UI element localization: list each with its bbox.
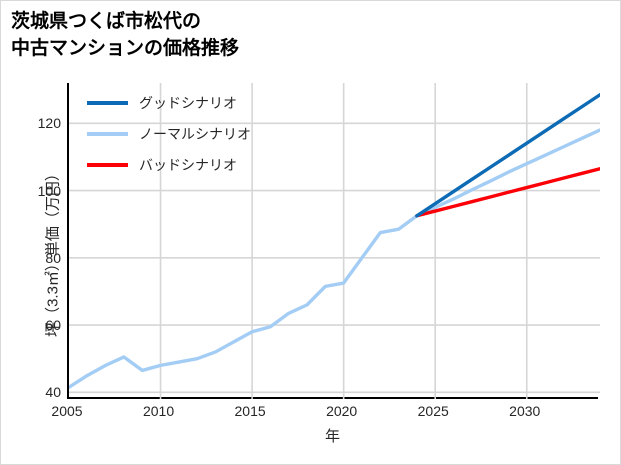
legend-item-label: ノーマルシナリオ: [139, 126, 251, 142]
y-tick-label: 40: [45, 384, 61, 401]
legend: グッドシナリオ ノーマルシナリオ バッドシナリオ: [87, 93, 251, 175]
x-tick-label: 2020: [326, 403, 358, 419]
page-title: 茨城県つくば市松代の 中古マンションの価格推移: [11, 11, 240, 59]
series-lines: [69, 93, 600, 389]
x-tick-label: 2015: [234, 403, 266, 419]
legend-swatch-icon: [87, 101, 128, 105]
legend-swatch-icon: [87, 132, 128, 136]
x-tick-label: 2025: [417, 403, 449, 419]
x-axis-tick-labels: 2005 2010 2015 2020 2025 2030: [51, 403, 598, 423]
series-line: [415, 93, 600, 218]
series-line: [69, 128, 600, 389]
legend-item[interactable]: グッドシナリオ: [87, 93, 251, 113]
legend-item[interactable]: ノーマルシナリオ: [87, 124, 251, 144]
x-axis-label: 年: [324, 428, 340, 445]
y-tick-label: 80: [45, 249, 61, 266]
plot-area: [67, 83, 600, 399]
legend-item-label: バッドシナリオ: [139, 157, 237, 173]
y-tick-label: 60: [45, 317, 61, 334]
y-tick-label: 120: [37, 115, 61, 132]
x-tick-label: 2005: [51, 403, 83, 419]
y-tick-label: 100: [37, 182, 61, 199]
y-axis-tick-labels: 40 60 80 100 120: [1, 83, 61, 401]
plot-svg: [69, 83, 600, 399]
x-tick-label: 2010: [142, 403, 175, 419]
legend-swatch-icon: [87, 163, 128, 167]
legend-item-label: グッドシナリオ: [139, 95, 237, 111]
series-line: [415, 167, 600, 218]
x-tick-label: 2030: [509, 403, 541, 419]
legend-item[interactable]: バッドシナリオ: [87, 155, 251, 175]
